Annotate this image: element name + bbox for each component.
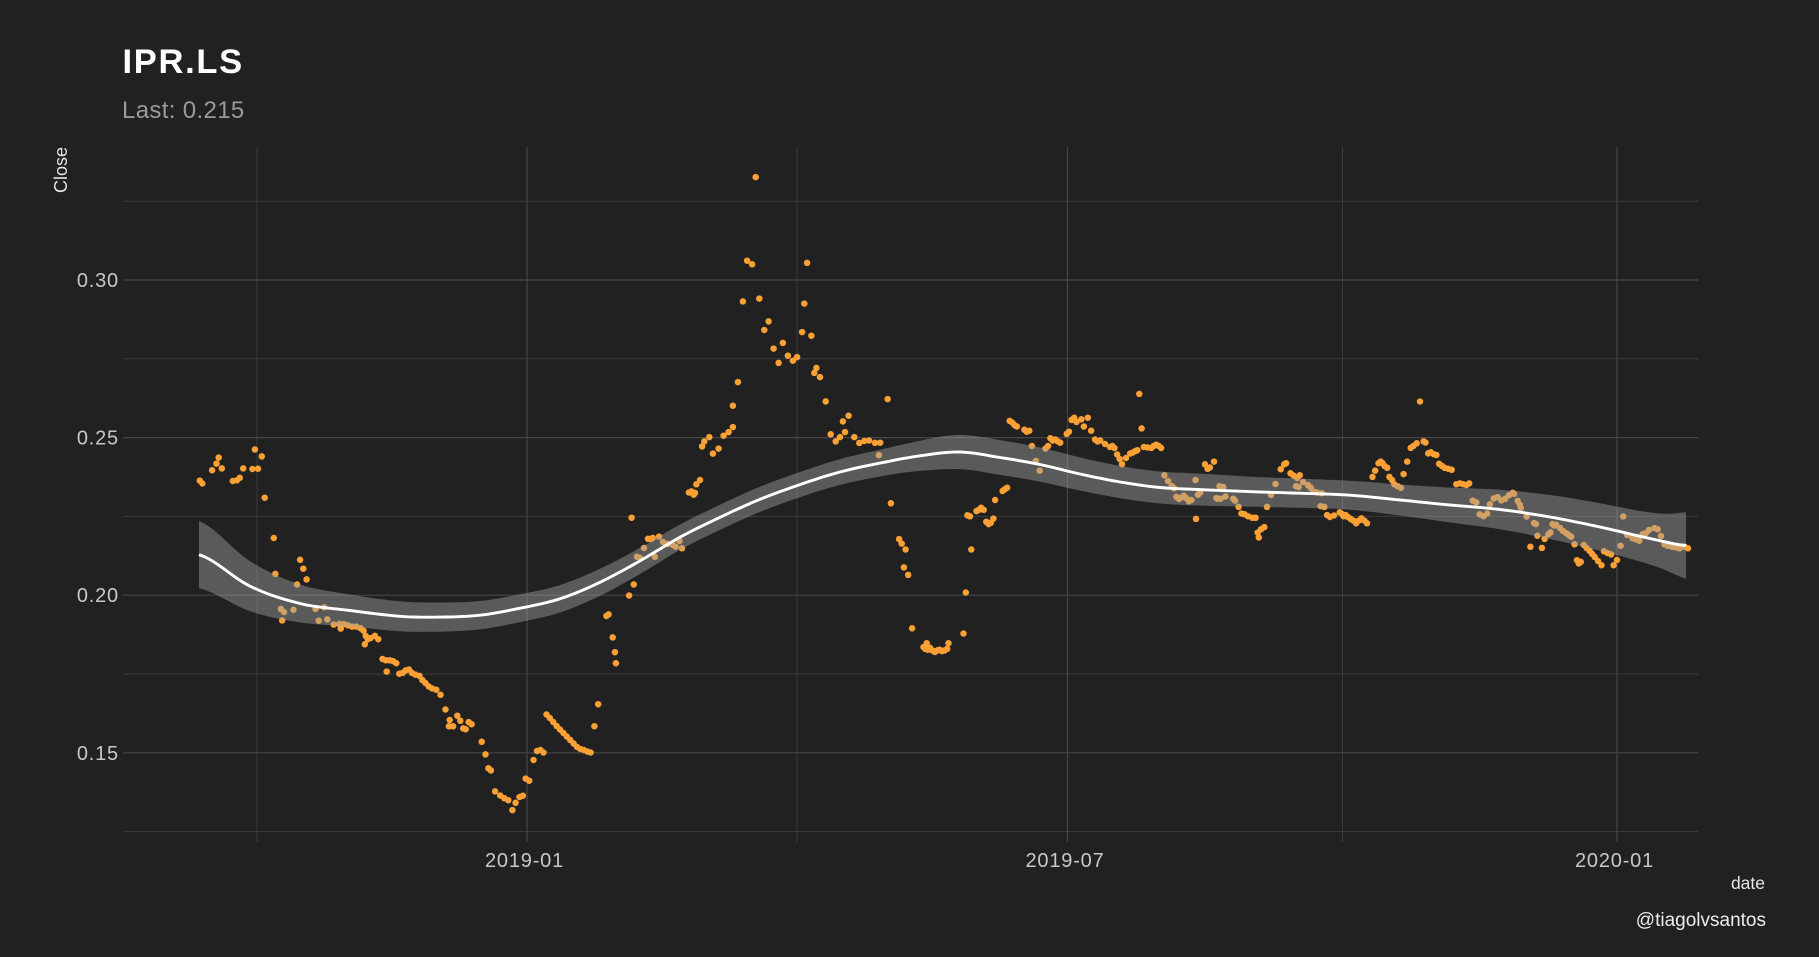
svg-text:2019-01: 2019-01	[485, 850, 564, 872]
svg-text:IPR.LS: IPR.LS	[123, 43, 244, 81]
svg-text:0.15: 0.15	[77, 743, 119, 765]
svg-text:0.20: 0.20	[77, 585, 119, 607]
svg-text:Last: 0.215: Last: 0.215	[122, 97, 245, 124]
svg-text:@tiagolvsantos: @tiagolvsantos	[1636, 910, 1766, 931]
svg-text:0.25: 0.25	[77, 428, 119, 450]
svg-text:2019-07: 2019-07	[1026, 850, 1105, 872]
svg-text:2020-01: 2020-01	[1575, 850, 1654, 872]
svg-text:date: date	[1731, 873, 1765, 893]
svg-text:Close: Close	[51, 147, 71, 193]
svg-text:0.30: 0.30	[77, 270, 119, 292]
